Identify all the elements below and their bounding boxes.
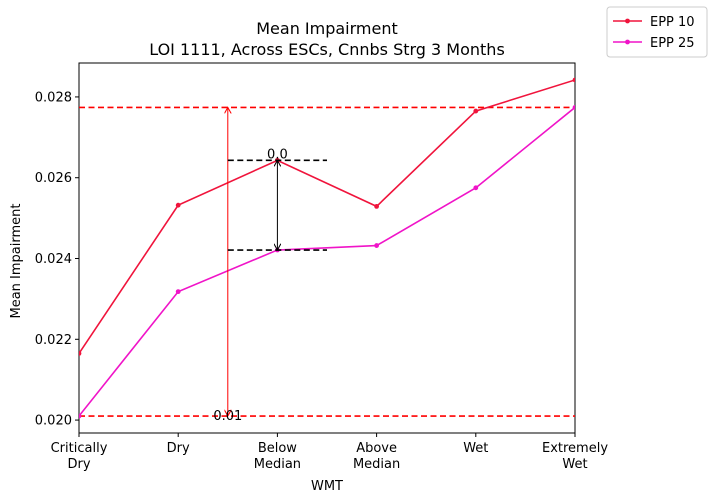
plot-area: 0.020 0.022 0.024 0.026 0.028 Critically Dry Dr…	[35, 62, 608, 472]
series-point	[473, 108, 479, 114]
legend-marker-epp25	[625, 39, 630, 45]
plot-clip-group: 0.01 0.0	[79, 77, 575, 424]
x-tick-label: Above Median	[353, 441, 400, 472]
y-tick-label: 0.024	[35, 252, 72, 267]
series-point	[374, 203, 379, 209]
x-tick-label: Dry	[167, 441, 190, 456]
series-point	[79, 413, 82, 419]
chart-title-line2: LOI 1111, Across ESCs, Cnnbs Strg 3 Mont…	[149, 40, 505, 59]
series-point	[374, 243, 379, 248]
series-point	[572, 105, 575, 110]
y-tick-label: 0.026	[35, 171, 72, 186]
series-point	[473, 185, 479, 191]
series-point	[572, 77, 575, 83]
series-point	[175, 202, 181, 208]
legend-label-epp10: EPP 10	[650, 15, 695, 30]
y-tick-label: 0.022	[35, 333, 72, 348]
y-axis-label: Mean Impairment	[9, 204, 24, 319]
y-tick-label: 0.020	[35, 414, 72, 429]
x-tick-label: Critically Dry	[51, 441, 108, 472]
x-tick-label: Below Median	[254, 441, 301, 472]
series-line-0	[79, 79, 575, 354]
series-point	[175, 289, 181, 295]
range-arrow-label: 0.01	[213, 409, 242, 424]
y-tick-label: 0.028	[35, 90, 72, 105]
diff-label: 0.0	[267, 147, 288, 162]
axes-frame	[78, 62, 576, 434]
x-tick-label: Extremely Wet	[542, 441, 608, 472]
legend: EPP 10 EPP 25	[606, 6, 708, 58]
series-line-1	[79, 106, 575, 417]
chart-title: Mean Impairment LOI 1111, Across ESCs, C…	[149, 19, 505, 59]
legend-marker-epp10	[625, 18, 630, 24]
x-tick-label: Wet	[463, 441, 488, 456]
legend-frame	[606, 6, 708, 58]
chart-title-line1: Mean Impairment	[256, 19, 398, 38]
y-axis-title: Mean Impairment	[9, 204, 24, 319]
series-point	[79, 351, 82, 356]
x-axis-title: WMT	[311, 479, 343, 494]
legend-label-epp25: EPP 25	[650, 36, 695, 51]
